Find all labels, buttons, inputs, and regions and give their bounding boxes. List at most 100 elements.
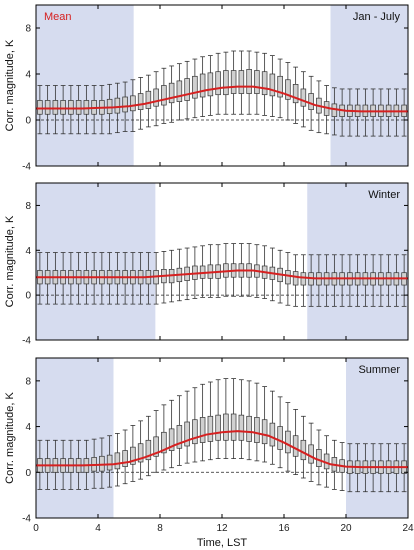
box (230, 378, 237, 459)
y-tick-label: 4 (25, 246, 31, 257)
box-body (300, 88, 307, 107)
x-axis-label: Time, LST (197, 537, 248, 549)
box (292, 254, 299, 307)
box (52, 85, 59, 135)
y-tick-label: 0 (25, 116, 31, 127)
box (168, 399, 175, 469)
box (192, 58, 198, 119)
box (223, 243, 229, 297)
box (246, 380, 252, 461)
box (254, 382, 260, 462)
box-body (246, 69, 252, 94)
box-body (238, 70, 245, 94)
box-body (145, 439, 152, 461)
box (114, 82, 121, 134)
box (300, 71, 307, 128)
panel-label: Winter (368, 189, 400, 201)
box (106, 435, 113, 488)
panel-label: Summer (358, 364, 400, 376)
x-tick-label: 24 (402, 523, 414, 534)
box-body (176, 425, 183, 449)
panel-2: -4 0 4 8 Corr. magnitude, K Winter (4, 182, 409, 347)
box (215, 52, 221, 115)
box (223, 378, 229, 459)
box-body (215, 71, 221, 96)
box-body (145, 90, 152, 109)
box-body (106, 454, 113, 471)
night-band (36, 183, 156, 340)
box-body (254, 417, 260, 443)
mean-line (36, 269, 408, 280)
box-body (161, 85, 167, 106)
box-body (292, 271, 299, 286)
box-body (230, 70, 237, 94)
box (215, 379, 221, 459)
box (37, 85, 43, 135)
box (254, 51, 260, 115)
box-body (300, 439, 307, 461)
box (199, 245, 206, 298)
box-body (75, 100, 82, 115)
box-body (137, 93, 144, 111)
box (199, 383, 206, 462)
mean-line (36, 85, 408, 113)
box (308, 422, 314, 482)
box (176, 63, 183, 121)
box (269, 55, 276, 117)
box-body (122, 450, 128, 467)
box-body (308, 444, 314, 464)
night-band (346, 358, 408, 518)
box-body (316, 449, 322, 467)
box-body (285, 430, 291, 454)
y-tick-label: 8 (25, 376, 31, 387)
box-body (44, 100, 51, 115)
box-body (60, 100, 66, 115)
box (122, 429, 128, 485)
box-body (285, 79, 291, 100)
mean-line (36, 430, 408, 469)
box (153, 410, 159, 473)
box-body (269, 422, 276, 447)
box (246, 50, 252, 115)
box-body (168, 428, 175, 451)
box-body (153, 436, 159, 457)
box-body (277, 426, 283, 450)
box (285, 402, 291, 472)
box-body (292, 83, 299, 104)
box-body (161, 431, 167, 454)
box-body (230, 413, 237, 441)
box-body (68, 100, 74, 115)
box (114, 433, 121, 487)
box-body (130, 446, 136, 465)
y-tick-label: 0 (25, 468, 31, 479)
box (192, 387, 198, 463)
box-body (114, 452, 121, 470)
box-body (192, 75, 198, 99)
box-body (300, 272, 307, 286)
x-tick-label: 0 (33, 523, 39, 534)
panel-label: Jan - July (353, 11, 401, 23)
box-body (130, 95, 136, 112)
box (331, 87, 338, 136)
box (269, 390, 276, 465)
box-body (223, 413, 229, 441)
box-body (207, 72, 214, 97)
x-tick-label: 4 (95, 523, 101, 534)
box-body (199, 417, 206, 443)
box (207, 381, 214, 461)
box (161, 404, 167, 471)
box-body (207, 415, 214, 442)
box (137, 420, 144, 480)
box (300, 254, 307, 307)
box-body (52, 100, 59, 115)
box-body (254, 70, 260, 94)
box-body (114, 97, 121, 114)
box-body (269, 73, 276, 97)
box (207, 55, 214, 116)
box-body (277, 75, 283, 98)
y-tick-label: -4 (22, 162, 31, 173)
box (122, 81, 128, 132)
box-body (137, 443, 144, 463)
box-body (261, 419, 268, 445)
